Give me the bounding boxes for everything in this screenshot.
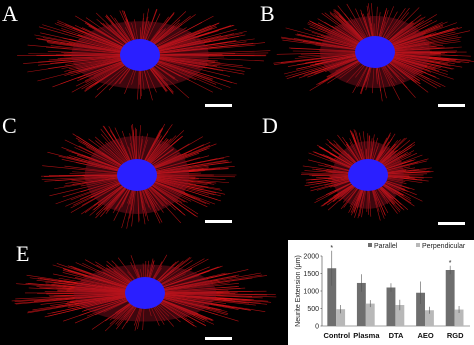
y-tick-label: 500 bbox=[307, 306, 319, 313]
nucleus bbox=[355, 36, 395, 68]
x-tick-label: AEO bbox=[417, 331, 433, 340]
panel-label: F bbox=[291, 244, 303, 269]
legend-label: Perpendicular bbox=[422, 243, 466, 250]
scale-bar bbox=[438, 222, 465, 225]
neurite bbox=[15, 292, 146, 300]
annotation: * bbox=[330, 245, 333, 252]
micrograph: E bbox=[11, 241, 277, 340]
bar bbox=[454, 309, 464, 326]
x-tick-label: Plasma bbox=[353, 331, 380, 340]
legend-label: Parallel bbox=[374, 243, 398, 250]
nucleus bbox=[120, 39, 160, 71]
y-tick-label: 2000 bbox=[303, 254, 319, 261]
neurite bbox=[139, 50, 271, 56]
bar bbox=[416, 292, 426, 326]
nucleus bbox=[117, 159, 157, 191]
chart-panel bbox=[288, 240, 474, 345]
micrograph: A bbox=[2, 1, 271, 107]
nucleus bbox=[125, 277, 165, 309]
panel-label: D bbox=[262, 113, 278, 138]
scale-bar bbox=[205, 220, 232, 223]
x-tick-label: DTA bbox=[389, 331, 404, 340]
micrograph: D bbox=[262, 113, 465, 225]
micrograph: B bbox=[260, 1, 474, 107]
bar bbox=[395, 305, 405, 326]
legend-swatch bbox=[368, 243, 372, 247]
bar bbox=[425, 310, 434, 326]
neurite bbox=[139, 54, 264, 62]
scale-bar bbox=[438, 104, 465, 107]
bar bbox=[365, 303, 375, 326]
bar bbox=[356, 282, 366, 326]
bar bbox=[386, 287, 396, 326]
nucleus bbox=[348, 159, 388, 191]
y-tick-label: 1500 bbox=[303, 271, 319, 278]
panel-label: E bbox=[16, 241, 29, 266]
x-tick-label: Control bbox=[323, 331, 350, 340]
panel-label: C bbox=[2, 113, 17, 138]
bar bbox=[445, 270, 455, 326]
neurite bbox=[15, 292, 146, 305]
annotation: * bbox=[449, 260, 452, 267]
panel-label: A bbox=[2, 1, 18, 26]
micrographs: A B C D E bbox=[2, 1, 474, 340]
legend-swatch bbox=[416, 243, 420, 247]
scale-bar bbox=[205, 104, 232, 107]
panel-label: B bbox=[260, 1, 275, 26]
scale-bar bbox=[205, 337, 232, 340]
micrograph: C bbox=[2, 113, 237, 229]
y-tick-label: 1000 bbox=[303, 289, 319, 296]
bar bbox=[336, 309, 346, 326]
bar bbox=[327, 268, 337, 326]
neurite bbox=[144, 292, 277, 298]
y-axis-label: Neurite Extension (μm) bbox=[295, 255, 302, 327]
y-tick-label: 0 bbox=[315, 324, 319, 331]
x-tick-label: RGD bbox=[447, 331, 464, 340]
